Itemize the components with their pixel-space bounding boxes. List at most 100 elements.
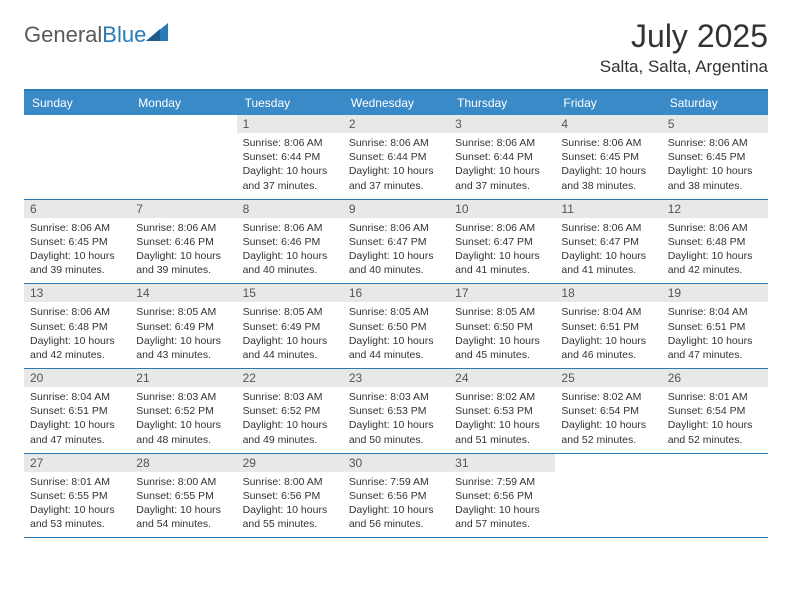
day-detail: Sunrise: 8:06 AMSunset: 6:46 PMDaylight:…	[243, 221, 337, 278]
calendar-cell: 15Sunrise: 8:05 AMSunset: 6:49 PMDayligh…	[237, 284, 343, 368]
week-row: 6Sunrise: 8:06 AMSunset: 6:45 PMDaylight…	[24, 200, 768, 285]
day-number: 31	[449, 454, 555, 472]
day-detail: Sunrise: 8:06 AMSunset: 6:46 PMDaylight:…	[136, 221, 230, 278]
day-header: Friday	[555, 91, 661, 115]
day-detail: Sunrise: 8:04 AMSunset: 6:51 PMDaylight:…	[30, 390, 124, 447]
day-detail: Sunrise: 8:04 AMSunset: 6:51 PMDaylight:…	[668, 305, 762, 362]
calendar-cell: 19 Sunrise: 8:04 AMSunset: 6:51 PMDayligh…	[662, 284, 768, 368]
day-detail: Sunrise: 8:05 AMSunset: 6:49 PMDaylight:…	[243, 305, 337, 362]
day-detail: Sunrise: 8:03 AMSunset: 6:52 PMDaylight:…	[243, 390, 337, 447]
day-detail: Sunrise: 8:00 AMSunset: 6:55 PMDaylight:…	[136, 475, 230, 532]
day-detail: Sunrise: 8:06 AMSunset: 6:48 PMDaylight:…	[30, 305, 124, 362]
calendar-cell: 20 Sunrise: 8:04 AMSunset: 6:51 PMDayligh…	[24, 369, 130, 453]
day-number: 30	[343, 454, 449, 472]
logo-word-1: General	[24, 22, 102, 47]
day-number: 1	[237, 115, 343, 133]
calendar-cell: 30Sunrise: 7:59 AMSunset: 6:56 PMDayligh…	[343, 454, 449, 538]
calendar-cell: 25 Sunrise: 8:02 AMSunset: 6:54 PMDayligh…	[555, 369, 661, 453]
calendar-cell: 14 Sunrise: 8:05 AMSunset: 6:49 PMDayligh…	[130, 284, 236, 368]
calendar-cell: 18Sunrise: 8:04 AMSunset: 6:51 PMDayligh…	[555, 284, 661, 368]
day-headers-row: SundayMondayTuesdayWednesdayThursdayFrid…	[24, 91, 768, 115]
day-number: 17	[449, 284, 555, 302]
calendar-cell: 8Sunrise: 8:06 AMSunset: 6:46 PMDaylight…	[237, 200, 343, 284]
week-row: 20 Sunrise: 8:04 AMSunset: 6:51 PMDayligh…	[24, 369, 768, 454]
calendar-cell	[24, 115, 130, 199]
week-row: 13 Sunrise: 8:06 AMSunset: 6:48 PMDayligh…	[24, 284, 768, 369]
calendar-cell: 28 Sunrise: 8:00 AMSunset: 6:55 PMDayligh…	[130, 454, 236, 538]
day-number: 9	[343, 200, 449, 218]
day-detail: Sunrise: 8:05 AMSunset: 6:50 PMDaylight:…	[349, 305, 443, 362]
page-header: GeneralBlue July 2025 Salta, Salta, Arge…	[24, 18, 768, 77]
logo-word-2: Blue	[102, 22, 146, 47]
day-header: Saturday	[662, 91, 768, 115]
day-number: 11	[555, 200, 661, 218]
day-number: 26	[662, 369, 768, 387]
day-number: 27	[24, 454, 130, 472]
calendar-cell: 13 Sunrise: 8:06 AMSunset: 6:48 PMDayligh…	[24, 284, 130, 368]
calendar-cell: 1 Sunrise: 8:06 AMSunset: 6:44 PMDaylight…	[237, 115, 343, 199]
day-number: 12	[662, 200, 768, 218]
day-header: Sunday	[24, 91, 130, 115]
calendar-cell	[130, 115, 236, 199]
calendar-cell: 27 Sunrise: 8:01 AMSunset: 6:55 PMDayligh…	[24, 454, 130, 538]
calendar-cell: 3 Sunrise: 8:06 AMSunset: 6:44 PMDaylight…	[449, 115, 555, 199]
calendar-cell: 2Sunrise: 8:06 AMSunset: 6:44 PMDaylight…	[343, 115, 449, 199]
day-detail: Sunrise: 8:01 AMSunset: 6:54 PMDaylight:…	[668, 390, 762, 447]
day-number: 19	[662, 284, 768, 302]
day-number: 6	[24, 200, 130, 218]
day-detail: Sunrise: 8:04 AMSunset: 6:51 PMDaylight:…	[561, 305, 655, 362]
month-title: July 2025	[600, 18, 768, 55]
day-number: 20	[24, 369, 130, 387]
calendar-cell: 16 Sunrise: 8:05 AMSunset: 6:50 PMDayligh…	[343, 284, 449, 368]
calendar-cell: 26 Sunrise: 8:01 AMSunset: 6:54 PMDayligh…	[662, 369, 768, 453]
calendar-cell	[555, 454, 661, 538]
day-detail: Sunrise: 8:06 AMSunset: 6:48 PMDaylight:…	[668, 221, 762, 278]
calendar-cell: 31 Sunrise: 7:59 AMSunset: 6:56 PMDayligh…	[449, 454, 555, 538]
day-header: Tuesday	[237, 91, 343, 115]
calendar-cell: 10Sunrise: 8:06 AMSunset: 6:47 PMDayligh…	[449, 200, 555, 284]
day-number: 21	[130, 369, 236, 387]
day-detail: Sunrise: 8:02 AMSunset: 6:53 PMDaylight:…	[455, 390, 549, 447]
day-detail: Sunrise: 8:06 AMSunset: 6:47 PMDaylight:…	[561, 221, 655, 278]
day-number: 4	[555, 115, 661, 133]
day-number: 22	[237, 369, 343, 387]
day-detail: Sunrise: 7:59 AMSunset: 6:56 PMDaylight:…	[455, 475, 549, 532]
day-detail: Sunrise: 8:06 AMSunset: 6:44 PMDaylight:…	[349, 136, 443, 193]
calendar-cell: 12 Sunrise: 8:06 AMSunset: 6:48 PMDayligh…	[662, 200, 768, 284]
day-detail: Sunrise: 8:03 AMSunset: 6:53 PMDaylight:…	[349, 390, 443, 447]
day-detail: Sunrise: 8:06 AMSunset: 6:45 PMDaylight:…	[561, 136, 655, 193]
calendar-cell	[662, 454, 768, 538]
calendar: SundayMondayTuesdayWednesdayThursdayFrid…	[24, 89, 768, 538]
day-number: 25	[555, 369, 661, 387]
title-block: July 2025 Salta, Salta, Argentina	[600, 18, 768, 77]
day-detail: Sunrise: 8:06 AMSunset: 6:47 PMDaylight:…	[349, 221, 443, 278]
day-detail: Sunrise: 8:05 AMSunset: 6:50 PMDaylight:…	[455, 305, 549, 362]
day-number: 3	[449, 115, 555, 133]
day-detail: Sunrise: 8:06 AMSunset: 6:44 PMDaylight:…	[243, 136, 337, 193]
day-detail: Sunrise: 8:01 AMSunset: 6:55 PMDaylight:…	[30, 475, 124, 532]
day-number: 28	[130, 454, 236, 472]
day-number: 14	[130, 284, 236, 302]
calendar-cell: 23Sunrise: 8:03 AMSunset: 6:53 PMDayligh…	[343, 369, 449, 453]
day-detail: Sunrise: 8:06 AMSunset: 6:45 PMDaylight:…	[668, 136, 762, 193]
calendar-cell: 24Sunrise: 8:02 AMSunset: 6:53 PMDayligh…	[449, 369, 555, 453]
calendar-cell: 5 Sunrise: 8:06 AMSunset: 6:45 PMDaylight…	[662, 115, 768, 199]
logo: GeneralBlue	[24, 18, 168, 48]
calendar-cell: 17 Sunrise: 8:05 AMSunset: 6:50 PMDayligh…	[449, 284, 555, 368]
day-detail: Sunrise: 8:02 AMSunset: 6:54 PMDaylight:…	[561, 390, 655, 447]
day-number: 7	[130, 200, 236, 218]
calendar-cell: 29Sunrise: 8:00 AMSunset: 6:56 PMDayligh…	[237, 454, 343, 538]
day-detail: Sunrise: 8:05 AMSunset: 6:49 PMDaylight:…	[136, 305, 230, 362]
week-row: 1 Sunrise: 8:06 AMSunset: 6:44 PMDaylight…	[24, 115, 768, 200]
day-detail: Sunrise: 8:06 AMSunset: 6:44 PMDaylight:…	[455, 136, 549, 193]
day-number: 13	[24, 284, 130, 302]
calendar-cell: 7 Sunrise: 8:06 AMSunset: 6:46 PMDaylight…	[130, 200, 236, 284]
calendar-cell: 4 Sunrise: 8:06 AMSunset: 6:45 PMDaylight…	[555, 115, 661, 199]
week-row: 27 Sunrise: 8:01 AMSunset: 6:55 PMDayligh…	[24, 454, 768, 539]
location: Salta, Salta, Argentina	[600, 57, 768, 77]
day-number: 5	[662, 115, 768, 133]
sail-icon	[146, 23, 168, 41]
calendar-cell: 9 Sunrise: 8:06 AMSunset: 6:47 PMDaylight…	[343, 200, 449, 284]
day-number: 16	[343, 284, 449, 302]
day-number: 29	[237, 454, 343, 472]
